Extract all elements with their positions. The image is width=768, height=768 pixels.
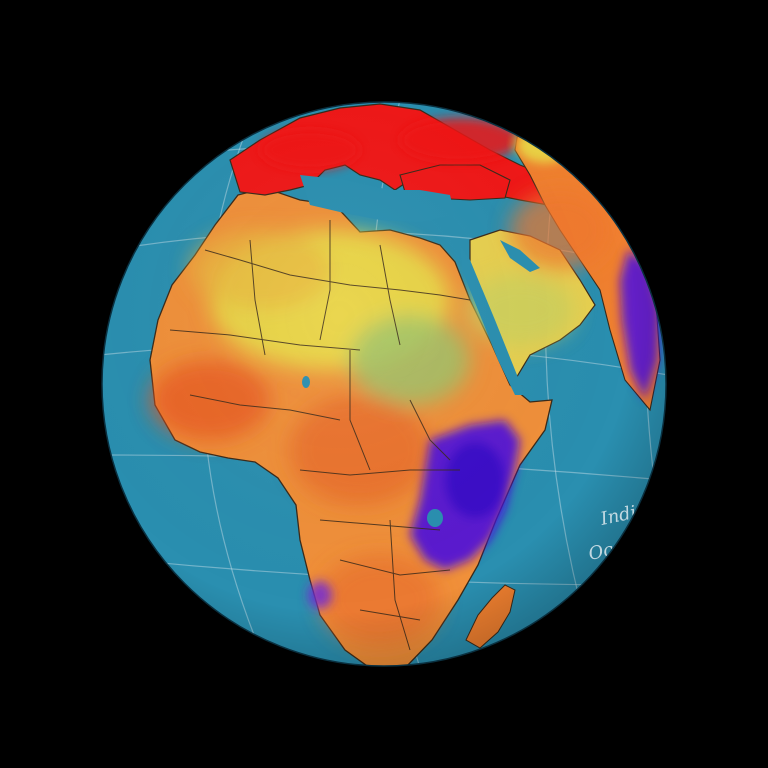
globe-rim (101, 101, 667, 667)
globe-shading (102, 102, 666, 666)
